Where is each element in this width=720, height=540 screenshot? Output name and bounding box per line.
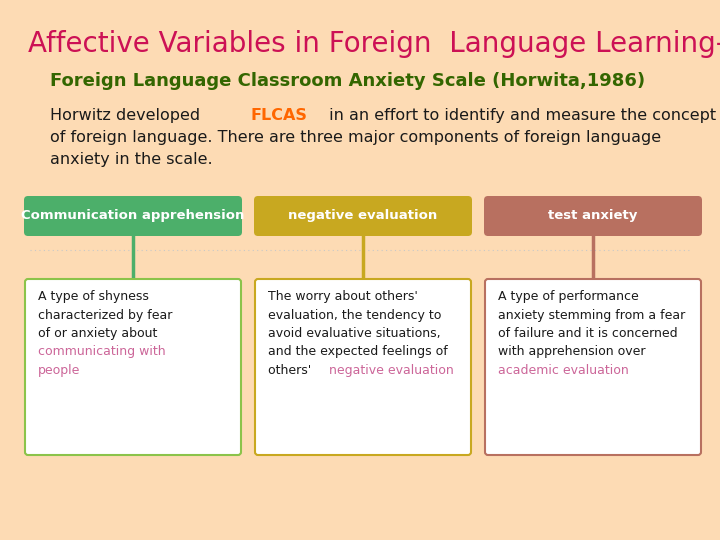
Text: Communication apprehension: Communication apprehension — [22, 210, 245, 222]
Text: communicating with: communicating with — [38, 346, 166, 359]
Text: of foreign language. There are three major components of foreign language: of foreign language. There are three maj… — [50, 130, 661, 145]
FancyBboxPatch shape — [25, 279, 241, 455]
Text: in an effort to identify and measure the concept: in an effort to identify and measure the… — [324, 108, 716, 123]
Text: others': others' — [268, 364, 315, 377]
Text: of failure and it is concerned: of failure and it is concerned — [498, 327, 678, 340]
Text: academic evaluation: academic evaluation — [498, 364, 629, 377]
Text: people: people — [38, 364, 81, 377]
Text: A type of performance: A type of performance — [498, 290, 639, 303]
Text: negative evaluation: negative evaluation — [289, 210, 438, 222]
FancyBboxPatch shape — [484, 196, 702, 236]
Text: avoid evaluative situations,: avoid evaluative situations, — [268, 327, 441, 340]
Text: negative evaluation: negative evaluation — [329, 364, 454, 377]
FancyBboxPatch shape — [24, 196, 242, 236]
FancyBboxPatch shape — [254, 196, 472, 236]
Text: anxiety stemming from a fear: anxiety stemming from a fear — [498, 308, 685, 321]
FancyBboxPatch shape — [255, 279, 471, 455]
Text: Affective Variables in Foreign  Language Learning-2: Affective Variables in Foreign Language … — [28, 30, 720, 58]
Text: with apprehension over: with apprehension over — [498, 346, 646, 359]
Text: test anxiety: test anxiety — [549, 210, 638, 222]
Text: Horwitz developed: Horwitz developed — [50, 108, 205, 123]
Text: Foreign Language Classroom Anxiety Scale (Horwita,1986): Foreign Language Classroom Anxiety Scale… — [50, 72, 645, 90]
Text: characterized by fear: characterized by fear — [38, 308, 172, 321]
Text: of or anxiety about: of or anxiety about — [38, 327, 158, 340]
Text: anxiety in the scale.: anxiety in the scale. — [50, 152, 212, 167]
Text: The worry about others': The worry about others' — [268, 290, 418, 303]
FancyBboxPatch shape — [485, 279, 701, 455]
Text: A type of shyness: A type of shyness — [38, 290, 149, 303]
Text: evaluation, the tendency to: evaluation, the tendency to — [268, 308, 441, 321]
Text: and the expected feelings of: and the expected feelings of — [268, 346, 448, 359]
Text: FLCAS: FLCAS — [251, 108, 307, 123]
